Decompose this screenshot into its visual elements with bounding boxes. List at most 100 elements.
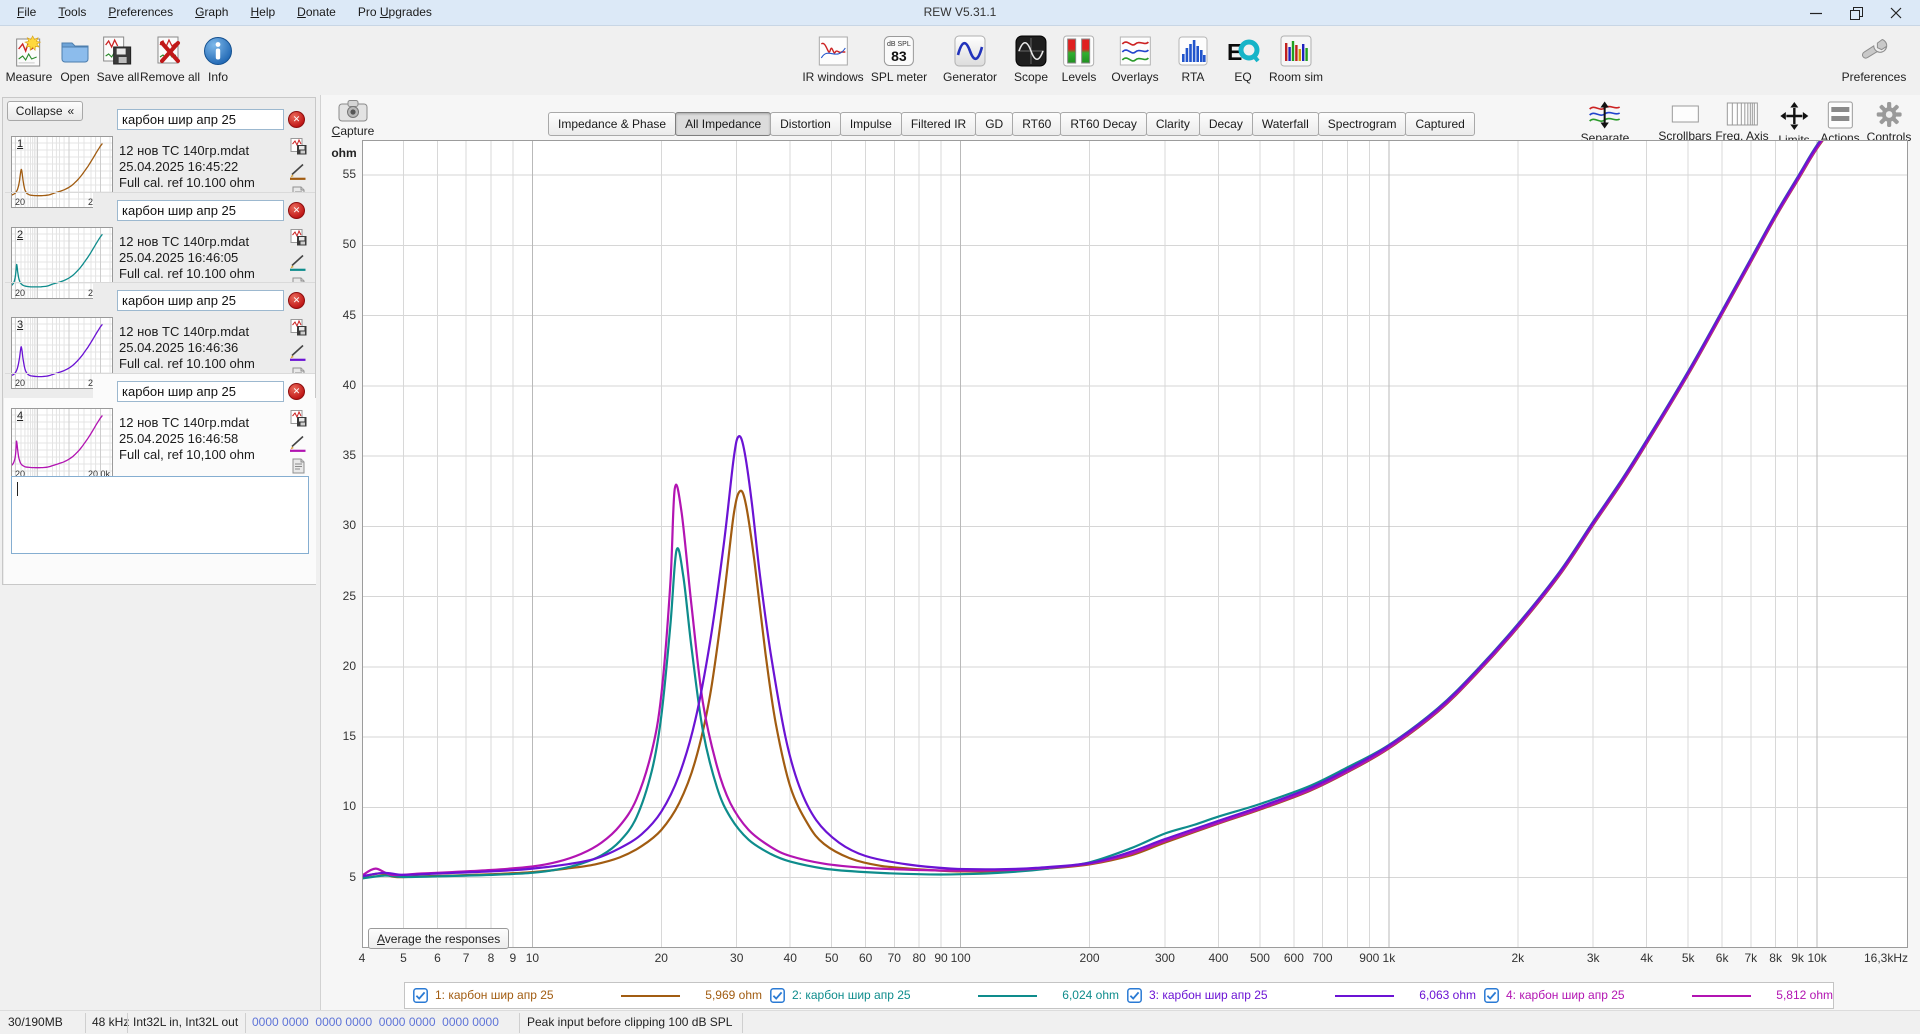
measurement-title-input[interactable] xyxy=(117,200,284,221)
legend-checkbox[interactable] xyxy=(1127,988,1142,1003)
legend-checkbox[interactable] xyxy=(1484,988,1499,1003)
graph-button-scrollbars[interactable]: Scrollbars xyxy=(1658,101,1712,143)
menu-item-file[interactable]: File xyxy=(17,5,37,19)
save-measurement-button[interactable] xyxy=(289,228,307,246)
toolbar-button-scope[interactable]: Scope xyxy=(1014,34,1048,84)
tab-filtered-ir[interactable]: Filtered IR xyxy=(900,112,977,136)
tab-waterfall[interactable]: Waterfall xyxy=(1251,112,1319,136)
legend-ohm-value: 5,812 ohm xyxy=(1776,988,1833,1002)
legend-line-swatch xyxy=(1335,995,1394,997)
legend-line-swatch xyxy=(978,995,1037,997)
x-axis-tick-label: 100 xyxy=(950,951,971,965)
menu-item-tools[interactable]: Tools xyxy=(58,5,87,19)
toolbar-button-remove-all[interactable]: Remove all xyxy=(140,34,200,84)
measurement-index: 3 xyxy=(17,319,24,331)
tab-distortion[interactable]: Distortion xyxy=(770,112,841,136)
toolbar-button-measure[interactable]: Measure xyxy=(5,34,53,84)
trace-color-pen-icon[interactable] xyxy=(289,343,307,361)
tab-decay[interactable]: Decay xyxy=(1198,112,1253,136)
toolbar-button-room-sim[interactable]: Room sim xyxy=(1269,34,1323,84)
legend-checkbox[interactable] xyxy=(770,988,785,1003)
separate-icon xyxy=(1588,101,1622,129)
toolbar-button-levels[interactable]: Levels xyxy=(1062,34,1096,84)
tab-rt60[interactable]: RT60 xyxy=(1012,112,1062,136)
collapse-panel-button[interactable]: Collapse « xyxy=(7,101,83,121)
toolbar-button-preferences[interactable]: Preferences xyxy=(1842,34,1906,84)
measurements-panel: Collapse « ✕ 1 20 20,0k 12 нов ТС 140гр.mdat… xyxy=(2,97,316,585)
trace-color-pen-icon[interactable] xyxy=(289,434,307,452)
menu-item-pro-upgrades[interactable]: Pro Upgrades xyxy=(357,5,432,19)
title-bar: File Tools Preferences Graph Help Donate Pro U… xyxy=(0,0,1920,26)
toolbar-button-open[interactable]: Open xyxy=(58,34,92,84)
toolbar-label: Measure xyxy=(5,70,53,84)
measurement-thumbnail[interactable]: 4 20 20,0k xyxy=(11,408,113,480)
notes-icon[interactable] xyxy=(289,457,307,475)
save-measurement-button[interactable] xyxy=(289,318,307,336)
measurement-title-input[interactable] xyxy=(117,381,284,402)
x-axis-tick-label: 200 xyxy=(1079,951,1100,965)
limits-icon xyxy=(1779,101,1809,131)
delete-measurement-button[interactable]: ✕ xyxy=(288,292,305,309)
toolbar-label: RTA xyxy=(1181,70,1205,84)
x-axis-tick-label: 5k xyxy=(1681,951,1695,965)
legend-entry: 3: карбон шир апр 25 6,063 ohm xyxy=(1121,983,1477,1008)
x-axis-tick-label: 9k xyxy=(1791,951,1804,965)
menu-item-preferences[interactable]: Preferences xyxy=(108,5,174,19)
tab-all-impedance[interactable]: All Impedance xyxy=(675,112,772,136)
close-button[interactable] xyxy=(1876,0,1916,26)
graph-button-separate[interactable]: Separate xyxy=(1581,101,1629,145)
tab-spectrogram[interactable]: Spectrogram xyxy=(1317,112,1407,136)
menu-item-help[interactable]: Help xyxy=(250,5,276,19)
menu-item-graph[interactable]: Graph xyxy=(195,5,229,19)
x-axis-tick-label: 16,3kHz xyxy=(1863,951,1908,965)
toolbar-button-save-all[interactable]: Save all xyxy=(96,34,140,84)
svg-text:83: 83 xyxy=(891,48,907,64)
svg-text:E: E xyxy=(1227,39,1242,65)
thumbnail-axis-left-label: 20 xyxy=(15,288,26,298)
restore-button[interactable] xyxy=(1836,0,1876,26)
measurement-title-input[interactable] xyxy=(117,290,284,311)
tab-rt60-decay[interactable]: RT60 Decay xyxy=(1060,112,1147,136)
tab-impulse[interactable]: Impulse xyxy=(839,112,902,136)
tab-impedance-phase[interactable]: Impedance & Phase xyxy=(548,112,677,136)
tab-captured[interactable]: Captured xyxy=(1405,112,1475,136)
legend-checkbox[interactable] xyxy=(413,988,428,1003)
x-axis-tick-label: 10k xyxy=(1807,951,1827,965)
overlays-icon xyxy=(1118,34,1152,68)
generator-icon xyxy=(953,34,987,68)
average-responses-button[interactable]: Average the responses xyxy=(368,928,510,949)
x-axis-tick-label: 70 xyxy=(887,951,901,965)
save-measurement-button[interactable] xyxy=(289,409,307,427)
toolbar-button-overlays[interactable]: Overlays xyxy=(1111,34,1159,84)
toolbar-button-eq[interactable]: E EQ xyxy=(1226,34,1260,84)
save-measurement-button[interactable] xyxy=(289,137,307,155)
minimize-button[interactable] xyxy=(1796,0,1836,26)
tab-clarity[interactable]: Clarity xyxy=(1145,112,1200,136)
toolbar-button-spl-meter[interactable]: dB SPL 83 SPL meter xyxy=(871,34,927,84)
toolbar-label: Save all xyxy=(96,70,140,84)
menu-item-donate[interactable]: Donate xyxy=(297,5,336,19)
measurement-title-input[interactable] xyxy=(117,109,284,130)
measurement-thumbnail[interactable]: 22020,0k xyxy=(11,227,113,299)
x-axis-tick-label: 700 xyxy=(1312,951,1333,965)
measurement-info: 12 нов ТС 140гр.mdat 25.04.2025 16:46:36 F… xyxy=(119,324,294,372)
measurement-notes-input[interactable] xyxy=(11,476,309,554)
graph-button-actions[interactable]: Actions xyxy=(1820,101,1860,145)
toolbar-button-rta[interactable]: RTA xyxy=(1176,34,1210,84)
delete-measurement-button[interactable]: ✕ xyxy=(288,202,305,219)
delete-measurement-button[interactable]: ✕ xyxy=(288,383,305,400)
toolbar-button-info[interactable]: Info xyxy=(201,34,235,84)
graph-button-label: Scrollbars xyxy=(1658,129,1712,143)
x-axis-tick-label: 60 xyxy=(858,951,873,965)
impedance-chart[interactable] xyxy=(362,140,1908,948)
graph-button-freq-axis[interactable]: Freq. Axis xyxy=(1715,101,1769,143)
toolbar-button-ir-windows[interactable]: IR windows xyxy=(802,34,864,84)
tab-gd[interactable]: GD xyxy=(975,112,1014,136)
x-axis-tick-label: 300 xyxy=(1154,951,1175,965)
toolbar-button-generator[interactable]: Generator xyxy=(943,34,997,84)
trace-color-pen-icon[interactable] xyxy=(289,253,307,271)
capture-button[interactable]: Capture xyxy=(326,99,380,145)
trace-color-pen-icon[interactable] xyxy=(289,162,307,180)
delete-measurement-button[interactable]: ✕ xyxy=(288,111,305,128)
graph-button-controls[interactable]: Controls xyxy=(1867,101,1911,144)
